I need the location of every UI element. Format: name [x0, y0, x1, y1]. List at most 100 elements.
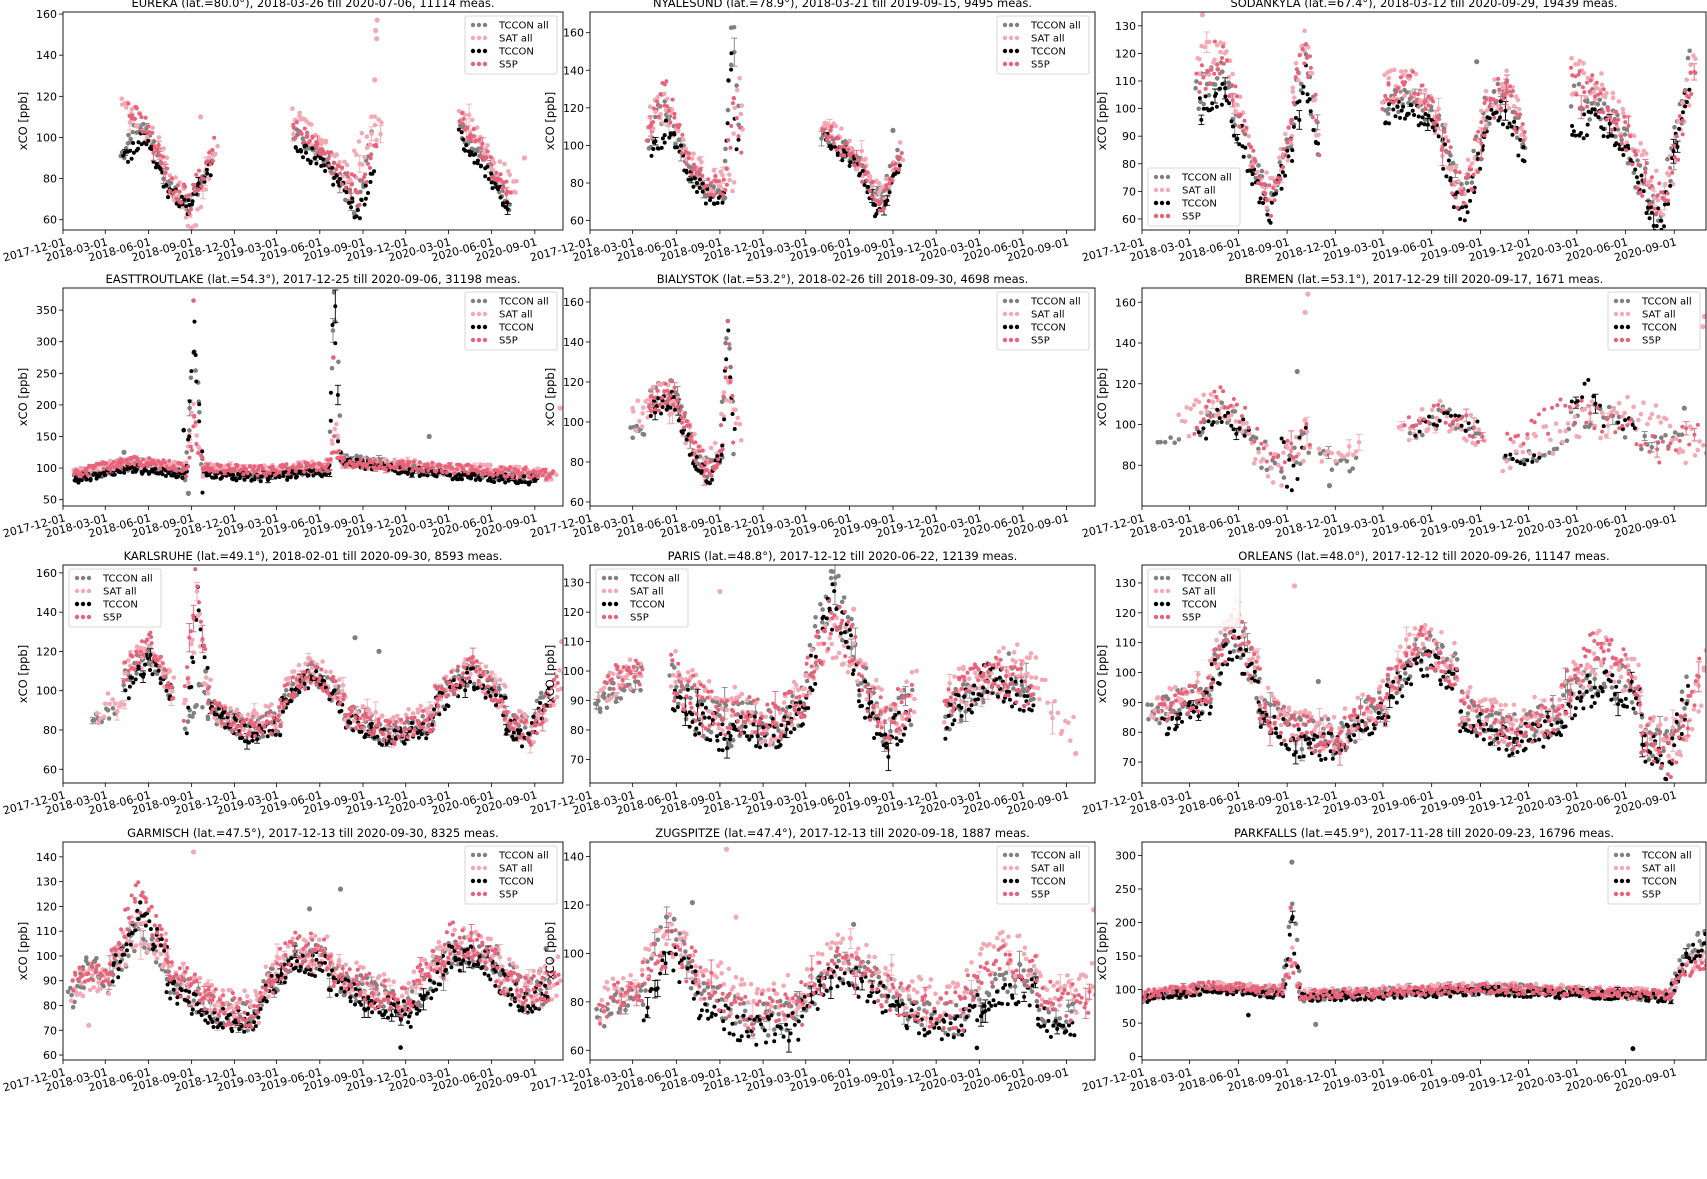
data-point [1620, 147, 1625, 152]
data-point [1632, 149, 1637, 154]
data-point [533, 469, 538, 474]
data-point [167, 189, 172, 194]
data-point [74, 468, 79, 473]
legend-marker [476, 337, 482, 343]
data-point [1483, 88, 1489, 94]
data-point [897, 140, 903, 145]
data-point [527, 470, 532, 475]
data-point [676, 128, 681, 134]
legend-marker [476, 35, 482, 41]
data-point [1443, 142, 1447, 147]
data-point [373, 27, 379, 34]
data-point [833, 123, 838, 129]
data-point [1391, 100, 1396, 105]
data-point [1278, 177, 1283, 182]
data-point [1606, 108, 1611, 113]
data-point [662, 82, 667, 87]
data-point [691, 151, 696, 157]
data-point [680, 420, 684, 425]
data-point [1412, 113, 1417, 117]
data-point [1259, 182, 1264, 187]
data-point [1388, 98, 1393, 103]
data-point [722, 195, 728, 201]
data-point [1212, 39, 1217, 44]
data-point [1466, 188, 1471, 193]
data-point [1394, 98, 1399, 103]
data-point [163, 468, 168, 473]
data-point [252, 469, 257, 474]
data-point [1226, 75, 1231, 80]
data-point [1420, 432, 1425, 438]
data-point [839, 126, 844, 131]
series-s5p [126, 101, 513, 216]
data-point [731, 96, 736, 101]
data-point [1264, 205, 1270, 211]
data-point [893, 166, 898, 171]
legend-item: SAT all [470, 34, 533, 45]
panel-title: NYALESUND (lat.=78.9°), 2018-03-21 till … [653, 0, 1032, 10]
data-point [684, 419, 689, 424]
legend-marker [470, 324, 476, 330]
data-point [1385, 111, 1391, 116]
data-point [1585, 80, 1589, 85]
data-point [373, 458, 377, 463]
data-point [1392, 92, 1397, 97]
data-point [1298, 461, 1303, 467]
data-point [639, 424, 645, 429]
y-tick-label: 200 [36, 399, 57, 412]
data-point [1241, 154, 1246, 159]
data-point [1453, 170, 1458, 175]
data-point [1504, 68, 1509, 74]
data-point [1624, 127, 1630, 132]
data-point [208, 173, 213, 178]
data-point [1291, 124, 1296, 129]
data-point [734, 147, 739, 152]
data-point [726, 78, 731, 83]
data-point [838, 144, 843, 149]
data-point [1398, 69, 1404, 74]
data-point [1516, 153, 1521, 158]
data-point [877, 202, 882, 207]
data-point [1300, 47, 1305, 52]
data-point [1501, 96, 1506, 101]
data-point [1687, 87, 1692, 92]
data-point [733, 407, 738, 413]
data-point [311, 473, 316, 478]
data-point [145, 460, 149, 465]
legend-item: SAT all [470, 310, 533, 321]
data-point [1338, 458, 1343, 463]
legend-marker [1014, 61, 1020, 67]
data-point [716, 457, 721, 462]
data-point [866, 184, 870, 189]
data-point [677, 409, 682, 414]
data-point [731, 440, 736, 445]
data-point [867, 174, 873, 180]
data-point [1264, 467, 1270, 473]
legend-label: TCCON [1181, 199, 1217, 210]
data-point [1260, 456, 1266, 462]
data-point [850, 151, 854, 156]
legend-item: S5P [1002, 336, 1050, 347]
data-point [689, 434, 694, 439]
data-point [1511, 104, 1517, 109]
data-point [158, 466, 163, 471]
data-point [340, 459, 345, 464]
legend-marker [470, 61, 476, 67]
data-point [1235, 94, 1239, 99]
legend-item: S5P [470, 60, 518, 71]
data-point [318, 151, 322, 156]
data-point [101, 466, 106, 471]
legend-marker [1002, 48, 1008, 54]
data-point [337, 160, 342, 165]
data-point [1297, 435, 1302, 440]
data-point [302, 469, 307, 474]
data-point [1672, 430, 1678, 435]
data-point [1576, 81, 1582, 87]
legend-marker [1014, 298, 1020, 304]
data-point [1521, 138, 1526, 143]
data-point [1281, 450, 1286, 456]
data-point [159, 161, 164, 166]
data-point [1619, 141, 1624, 146]
data-point [1665, 191, 1670, 196]
data-point [1269, 200, 1274, 205]
